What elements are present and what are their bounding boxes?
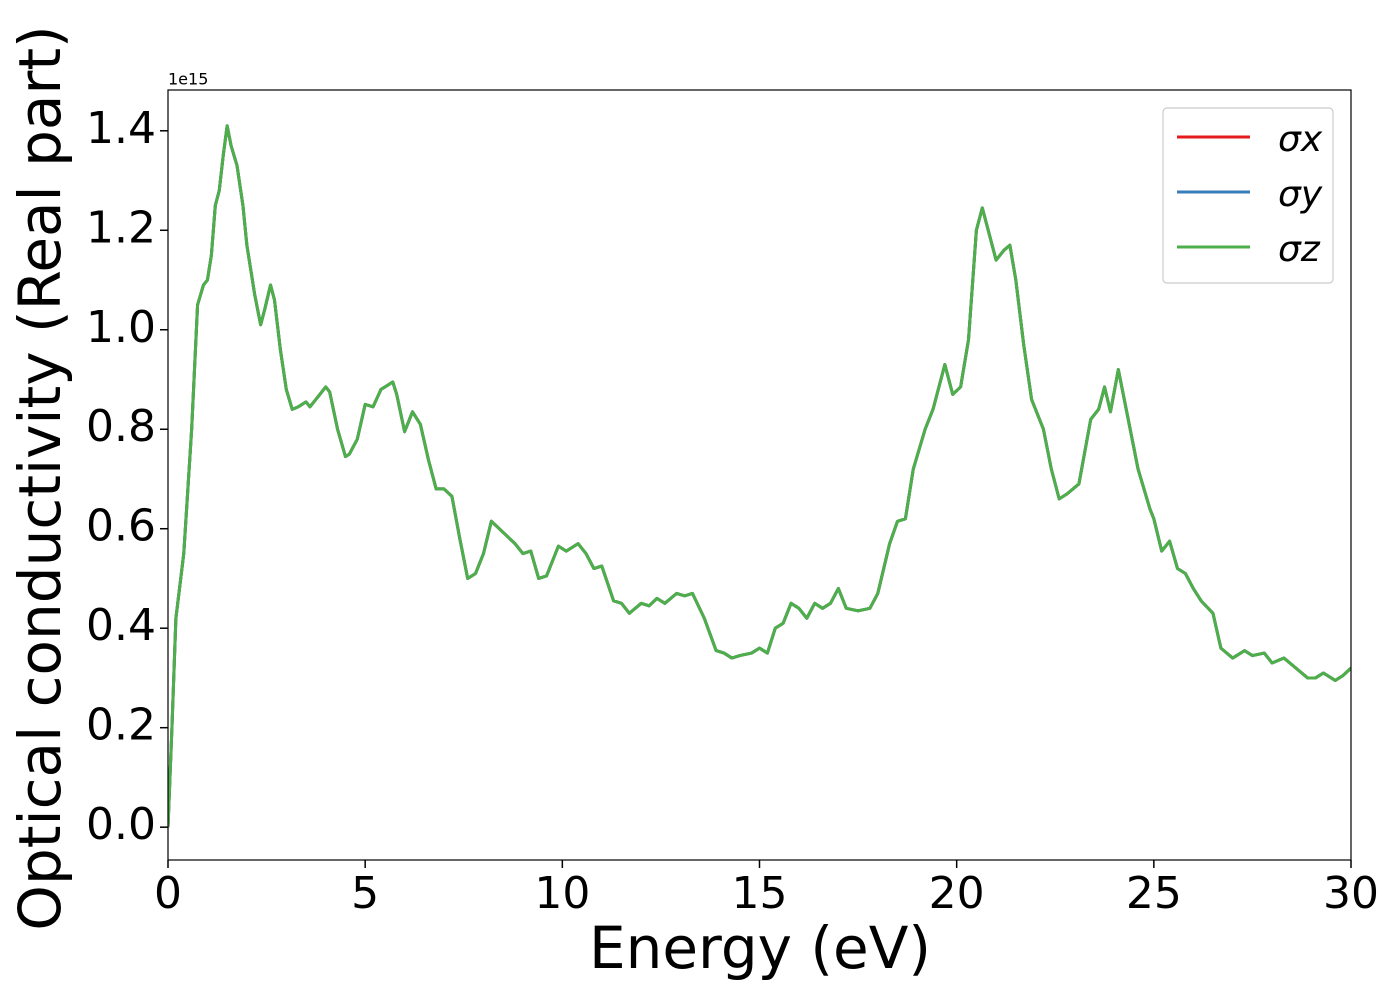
y-tick-label: 0.8 (86, 401, 156, 452)
y-axis-label: Optical conductivity (Real part) (6, 25, 74, 930)
y-tick-label: 0.2 (86, 700, 156, 751)
y-tick-label: 1.4 (86, 103, 156, 154)
legend-box (1162, 107, 1334, 284)
y-tick-label: 1.0 (86, 302, 156, 353)
x-axis-label: Energy (eV) (589, 914, 931, 982)
y-offset-label: 1e15 (168, 70, 208, 89)
x-tick-label: 10 (534, 868, 590, 919)
y-tick-label: 0.6 (86, 501, 156, 552)
x-tick-label: 0 (154, 868, 182, 919)
plot-frame (167, 89, 1352, 861)
y-tick-label: 1.2 (86, 202, 156, 253)
legend-label: σx (1278, 119, 1323, 160)
legend-label: σz (1278, 229, 1321, 270)
legend-label: σy (1278, 174, 1323, 215)
x-tick-label: 30 (1323, 868, 1379, 919)
y-tick-label: 0.4 (86, 600, 156, 651)
x-tick-label: 20 (929, 868, 985, 919)
x-tick-label: 5 (351, 868, 379, 919)
series-line (168, 124, 1351, 828)
y-tick-label: 0.0 (86, 799, 156, 850)
x-tick-label: 25 (1126, 868, 1182, 919)
x-tick-label: 15 (732, 868, 788, 919)
